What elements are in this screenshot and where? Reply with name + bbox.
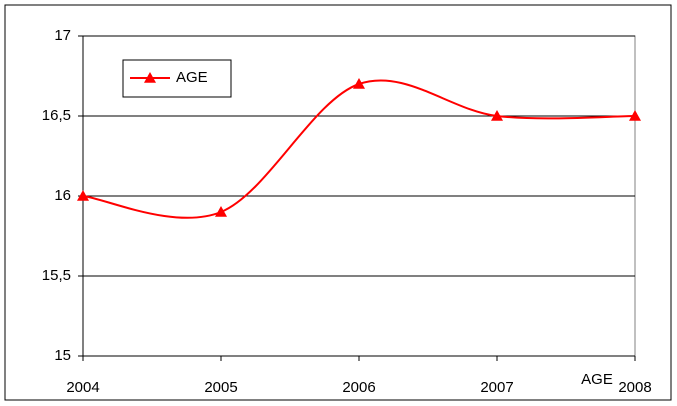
x-tick-label: 2004 xyxy=(66,379,99,396)
y-tick-label: 15,5 xyxy=(42,267,71,284)
legend-label: AGE xyxy=(176,69,208,86)
y-tick-label: 16 xyxy=(54,187,71,204)
legend-marker xyxy=(144,72,156,83)
y-tick-label: 16,5 xyxy=(42,107,71,124)
marker xyxy=(629,110,641,121)
y-tick-label: 17 xyxy=(54,27,71,44)
marker xyxy=(77,190,89,201)
x-tick-label: 2006 xyxy=(342,379,375,396)
marker xyxy=(215,206,227,217)
x-tick-label: 2008 xyxy=(618,379,651,396)
y-tick-label: 15 xyxy=(54,347,71,364)
marker xyxy=(353,78,365,89)
x-tick-label: 2007 xyxy=(480,379,513,396)
x-axis-title: AGE xyxy=(581,371,613,388)
line xyxy=(82,79,636,219)
marker xyxy=(491,110,503,121)
x-tick-label: 2005 xyxy=(204,379,237,396)
